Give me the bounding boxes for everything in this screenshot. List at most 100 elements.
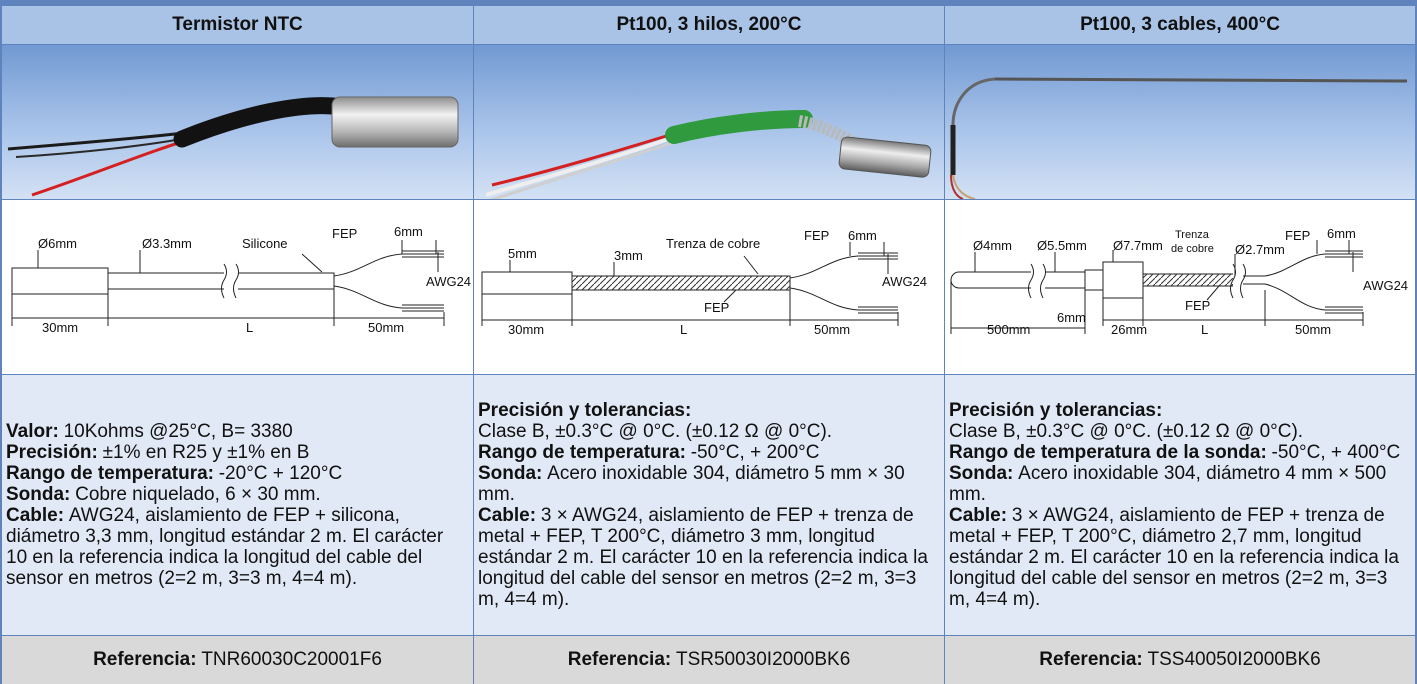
product-photo	[945, 45, 1415, 199]
spec-text: 3 × AWG24, aislamiento de FEP + trenza d…	[478, 505, 928, 610]
drawing-label: 6mm	[394, 224, 423, 239]
photo-pt100-200	[485, 110, 932, 199]
drawing-label: 3mm	[614, 248, 643, 263]
drawing-pt100-400: Ø4mm Ø5.5mm Ø7.7mm Trenza de cobre Ø2.7m…	[950, 226, 1408, 337]
spec-item: Rango de temperatura de la sonda: -50°C, …	[949, 442, 1411, 463]
drawing-label: FEP	[804, 228, 829, 243]
reference: Referencia: TSS40050I2000BK6	[945, 636, 1415, 684]
spec-item: Rango de temperatura: -50°C, + 200°C	[478, 442, 940, 463]
spec-label: Cable:	[949, 505, 1008, 526]
spec-label: Rango de temperatura:	[6, 463, 214, 484]
drawing-label: Ø5.5mm	[1037, 238, 1087, 253]
spec-item: Cable: 3 × AWG24, aislamiento de FEP + tr…	[949, 505, 1411, 610]
reference: Referencia: TSR50030I2000BK6	[474, 636, 944, 684]
drawing-pt100-200: 5mm 3mm Trenza de cobre FEP 6mm AWG24 FE…	[481, 228, 927, 337]
drawing-label: Trenza	[1175, 229, 1210, 241]
spec-list: Precisión y tolerancias: Clase B, ±0.3°C …	[474, 375, 944, 635]
drawing-label: Ø2.7mm	[1235, 242, 1285, 257]
column-title: Termistor NTC	[2, 6, 473, 44]
drawing-label: Ø7.7mm	[1113, 238, 1163, 253]
spec-item: Sonda: Acero inoxidable 304, diámetro 5 m…	[478, 463, 940, 505]
drawing-ntc: Ø6mm Ø3.3mm Silicone FEP 6mm AWG24 30mm …	[11, 224, 471, 335]
drawing-label: FEP	[1285, 228, 1310, 243]
drawing-label: 500mm	[987, 322, 1030, 337]
spec-label: Precisión:	[6, 442, 98, 463]
spec-text: -50°C, + 200°C	[690, 442, 820, 463]
reference-value: TNR60030C20001F6	[201, 649, 382, 670]
column-title: Pt100, 3 hilos, 200°C	[474, 6, 944, 44]
drawing-label: AWG24	[882, 274, 927, 289]
drawing-label: L	[1201, 322, 1208, 337]
spec-label: Rango de temperatura:	[478, 442, 686, 463]
drawing-label: Ø6mm	[38, 236, 77, 251]
spec-text: -50°C, + 400°C	[1271, 442, 1401, 463]
spec-item: Precisión y tolerancias:	[478, 400, 940, 421]
photo-ntc	[7, 96, 459, 197]
spec-label: Cable:	[6, 505, 65, 526]
drawing-label: 6mm	[1057, 310, 1086, 325]
drawing-label: FEP	[704, 300, 729, 315]
spec-label: Rango de temperatura de la sonda:	[949, 442, 1267, 463]
spec-item: Sonda: Acero inoxidable 304, diámetro 4 m…	[949, 463, 1411, 505]
spec-item: Rango de temperatura: -20°C + 120°C	[6, 463, 469, 484]
drawing-label: de cobre	[1171, 243, 1214, 255]
reference-value: TSS40050I2000BK6	[1147, 649, 1321, 670]
drawing-label: 30mm	[42, 320, 78, 335]
spec-label: Cable:	[478, 505, 537, 526]
product-photo	[474, 45, 944, 199]
spec-text: Cobre niquelado, 6 × 30 mm.	[75, 484, 321, 505]
spec-label: Sonda:	[6, 484, 71, 505]
spec-item: Cable: AWG24, aislamiento de FEP + silico…	[6, 505, 469, 589]
drawing-label: Ø3.3mm	[142, 236, 192, 251]
spec-text: 3 × AWG24, aislamiento de FEP + trenza d…	[949, 505, 1399, 610]
spec-text: Clase B, ±0.3°C @ 0°C. (±0.12 Ω @ 0°C).	[478, 421, 833, 442]
reference: Referencia: TNR60030C20001F6	[2, 636, 473, 684]
product-photo	[2, 45, 473, 199]
spec-text: -20°C + 120°C	[218, 463, 343, 484]
drawing-label: 50mm	[814, 322, 850, 337]
spec-label: Sonda:	[478, 463, 543, 484]
spec-list: Precisión y tolerancias: Clase B, ±0.3°C …	[945, 375, 1415, 635]
spec-text: Acero inoxidable 304, diámetro 5 mm × 30…	[478, 463, 905, 505]
drawing-label: L	[680, 322, 687, 337]
reference-label: Referencia:	[93, 649, 197, 670]
spec-text: Clase B, ±0.3°C @ 0°C. (±0.12 Ω @ 0°C).	[949, 421, 1304, 442]
reference-value: TSR50030I2000BK6	[675, 649, 851, 670]
spec-item: Precisión: ±1% en R25 y ±1% en B	[6, 442, 469, 463]
drawing-label: 6mm	[1327, 226, 1356, 241]
drawing-label: FEP	[332, 226, 357, 241]
spec-text: Acero inoxidable 304, diámetro 4 mm × 50…	[949, 463, 1387, 505]
spec-item: Clase B, ±0.3°C @ 0°C. (±0.12 Ω @ 0°C).	[949, 421, 1411, 442]
drawing-label: L	[246, 320, 253, 335]
drawing-label: Silicone	[242, 236, 288, 251]
spec-text: ±1% en R25 y ±1% en B	[102, 442, 310, 463]
reference-label: Referencia:	[567, 649, 672, 670]
spec-text: AWG24, aislamiento de FEP + silicona, di…	[6, 505, 444, 589]
spec-item: Valor: 10Kohms @25°C, B= 3380	[6, 421, 469, 442]
drawing-label: AWG24	[426, 274, 471, 289]
drawing-label: 50mm	[1295, 322, 1331, 337]
spec-text: 10Kohms @25°C, B= 3380	[63, 421, 293, 442]
drawing-label: AWG24	[1363, 278, 1408, 293]
drawing-label: 6mm	[848, 228, 877, 243]
column-title: Pt100, 3 cables, 400°C	[945, 6, 1415, 44]
drawing-label: 30mm	[508, 322, 544, 337]
spec-label: Sonda:	[949, 463, 1014, 484]
spec-label: Precisión y tolerancias:	[478, 400, 692, 421]
spec-item: Cable: 3 × AWG24, aislamiento de FEP + tr…	[478, 505, 940, 610]
drawing-label: 50mm	[368, 320, 404, 335]
drawing-label: Ø4mm	[973, 238, 1012, 253]
drawing-label: FEP	[1185, 298, 1210, 313]
dimension-drawing: Ø4mm Ø5.5mm Ø7.7mm Trenza de cobre Ø2.7m…	[945, 200, 1415, 374]
drawing-label: 26mm	[1111, 322, 1147, 337]
spec-label: Precisión y tolerancias:	[949, 400, 1163, 421]
spec-label: Valor:	[6, 421, 59, 442]
spec-item: Sonda: Cobre niquelado, 6 × 30 mm.	[6, 484, 469, 505]
reference-label: Referencia:	[1039, 649, 1143, 670]
drawing-label: Trenza de cobre	[666, 236, 760, 251]
spec-item: Precisión y tolerancias:	[949, 400, 1411, 421]
spec-list: Valor: 10Kohms @25°C, B= 3380 Precisión: ±1…	[2, 375, 473, 635]
drawing-label: 5mm	[508, 246, 537, 261]
photo-pt100-400	[950, 77, 1408, 199]
